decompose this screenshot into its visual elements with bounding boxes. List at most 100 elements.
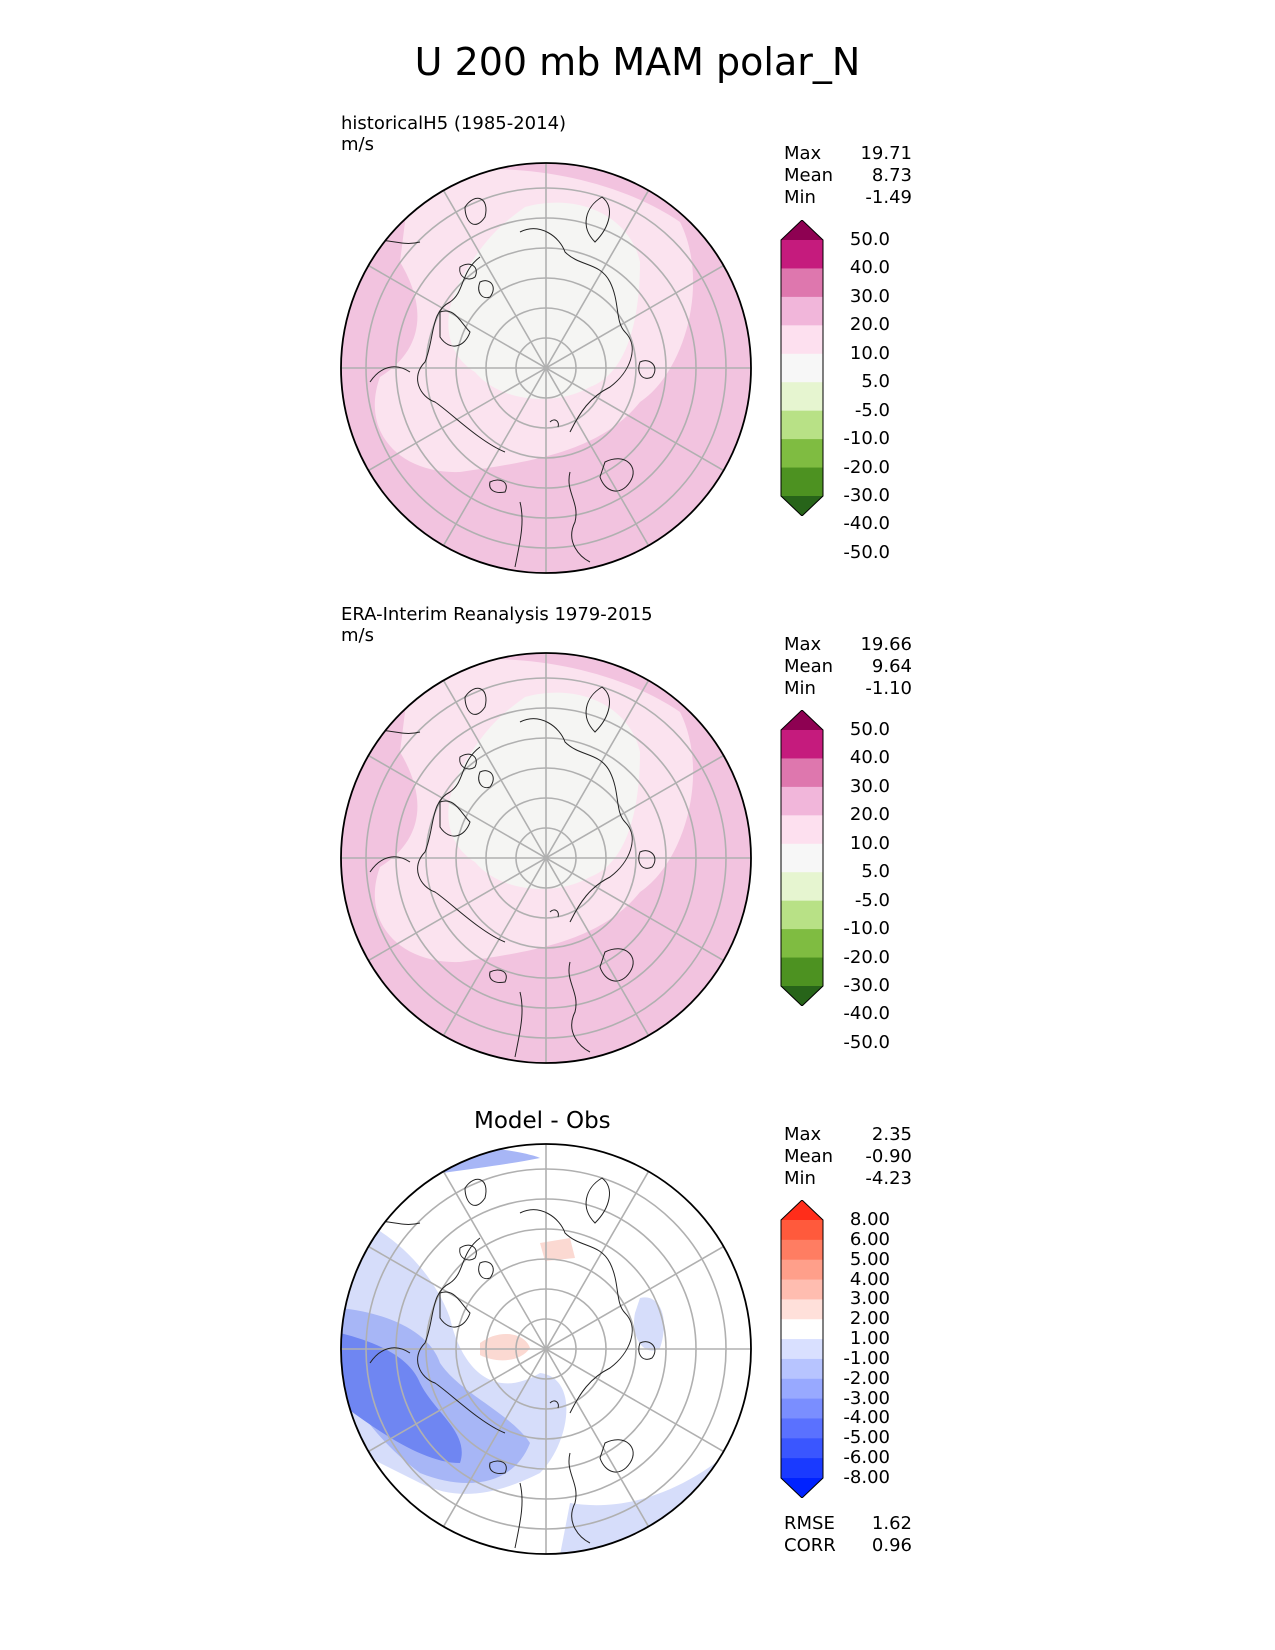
coastline xyxy=(478,770,494,789)
coastline xyxy=(417,746,506,943)
colorbar-tick-label: -5.0 xyxy=(854,889,890,911)
corr-label: CORR xyxy=(784,1535,836,1556)
coastline xyxy=(599,458,634,492)
colorbar-segment xyxy=(781,1458,823,1479)
colorbar-svg xyxy=(780,710,824,1006)
colorbar-segment xyxy=(781,1299,823,1320)
colorbar-tick-label: 1.00 xyxy=(849,1328,890,1350)
coastline xyxy=(549,909,559,918)
coastline xyxy=(417,256,506,453)
panel-3-metrics: RMSE 1.62 CORR 0.96 xyxy=(784,1513,912,1557)
coastline xyxy=(417,1237,506,1434)
colorbar-tick-label: -30.0 xyxy=(843,975,890,996)
coastline xyxy=(369,856,411,873)
colorbar-outline xyxy=(780,220,824,516)
colorbar-tick-label: -3.00 xyxy=(843,1387,890,1409)
field-region-strong-neg xyxy=(341,1333,462,1463)
rmse-value: 1.62 xyxy=(871,1513,912,1534)
colorbar-extend-bottom xyxy=(781,1478,823,1498)
coastline xyxy=(519,1209,633,1414)
coastline xyxy=(459,753,477,770)
colorbar-segment xyxy=(781,872,823,902)
colorbar-tick-label: 30.0 xyxy=(849,775,890,797)
colorbar-tick-label: 8.00 xyxy=(849,1209,890,1230)
panel-2-title: ERA-Interim Reanalysis 1979-2015 xyxy=(341,604,653,625)
coastline xyxy=(489,479,507,493)
field-region-low xyxy=(448,202,640,399)
coastline xyxy=(489,1460,507,1474)
panel-1-units: m/s xyxy=(341,134,374,155)
colorbar-segment xyxy=(781,268,823,298)
colorbar-extend-top xyxy=(781,220,823,240)
coastline xyxy=(459,1244,477,1261)
colorbar-segment xyxy=(781,758,823,788)
corr-value: 0.96 xyxy=(871,1535,912,1556)
coastline xyxy=(464,687,487,715)
colorbar-segment xyxy=(781,382,823,412)
colorbar-segment xyxy=(781,1259,823,1281)
colorbar-segment xyxy=(781,1418,823,1439)
colorbar-tick-label: 5.0 xyxy=(861,371,890,393)
colorbar-segment xyxy=(781,929,823,959)
panel-1-map xyxy=(340,162,752,574)
coastline xyxy=(585,196,610,243)
colorbar-tick-label: -10.0 xyxy=(843,428,890,450)
stat-min-value: -4.23 xyxy=(865,1168,912,1189)
colorbar-segment xyxy=(781,467,823,497)
colorbar-tick-label: 20.0 xyxy=(849,314,890,336)
panel-2-map xyxy=(340,652,752,1064)
colorbar-tick-label: 30.0 xyxy=(849,285,890,307)
coastline xyxy=(514,1482,523,1549)
colorbar-svg xyxy=(780,220,824,516)
coastline xyxy=(464,197,487,225)
coastlines xyxy=(369,1177,656,1549)
colorbar-tick-label: 10.0 xyxy=(849,342,890,364)
coastline xyxy=(519,718,633,923)
colorbar-segment xyxy=(781,1398,823,1419)
graticule xyxy=(341,1144,751,1554)
panel-2-units: m/s xyxy=(341,625,374,646)
panel-3-colorbar: 8.00 6.00 5.00 4.00 3.00 2.00 1.00 -1.00 -2.00 -3… xyxy=(780,1200,900,1498)
coastline xyxy=(585,1177,610,1224)
figure-title: U 200 mb MAM polar_N xyxy=(414,40,861,84)
colorbar-tick-label: -40.0 xyxy=(843,1003,890,1025)
colorbar-outline xyxy=(780,1200,824,1498)
colorbar-segment xyxy=(781,786,823,816)
colorbar-segment xyxy=(781,1319,823,1340)
colorbar-extend-top xyxy=(781,1200,823,1220)
map-boundary xyxy=(340,652,752,1064)
field-layer xyxy=(341,1144,751,1554)
coastline xyxy=(599,1439,634,1473)
coastline xyxy=(568,961,591,1053)
stat-max-label: Max xyxy=(784,143,822,164)
colorbar-tick-label: 50.0 xyxy=(849,229,890,250)
coastline xyxy=(439,800,471,837)
field-region-low xyxy=(448,692,640,889)
coastline xyxy=(549,1400,559,1409)
panel-3-map xyxy=(340,1143,752,1555)
colorbar-tick-label: 20.0 xyxy=(849,804,890,826)
coastline xyxy=(464,1178,487,1206)
coastline xyxy=(478,1261,494,1280)
colorbar-segment xyxy=(781,439,823,469)
stat-max-value: 2.35 xyxy=(871,1124,912,1145)
coastline xyxy=(599,948,634,982)
coastline xyxy=(638,1341,656,1360)
colorbar-tick-label: 10.0 xyxy=(849,832,890,854)
colorbar-segment xyxy=(781,1438,823,1459)
colorbar-tick-label: -8.00 xyxy=(843,1467,890,1488)
coastline xyxy=(459,263,477,280)
panel-3-stats: Max 2.35 Mean -0.90 Min -4.23 xyxy=(784,1124,912,1190)
meridian-line xyxy=(341,237,751,499)
stat-min-label: Min xyxy=(784,678,816,699)
colorbar-segment xyxy=(781,1220,823,1241)
stat-mean-value: -0.90 xyxy=(865,1146,912,1167)
panel-1-stats: Max 19.71 Mean 8.73 Min -1.49 xyxy=(784,143,912,209)
panel-1-colorbar: 50.0 40.0 30.0 20.0 10.0 5.0 -5.0 -10.0 -20.0 -30… xyxy=(780,220,900,561)
colorbar-tick-label: 6.00 xyxy=(849,1228,890,1250)
coastline xyxy=(638,360,656,379)
colorbar-tick-label: -30.0 xyxy=(843,485,890,506)
colorbar-tick-label: -5.00 xyxy=(843,1427,890,1449)
rmse-label: RMSE xyxy=(784,1513,835,1534)
colorbar-tick-label: 5.00 xyxy=(849,1248,890,1270)
